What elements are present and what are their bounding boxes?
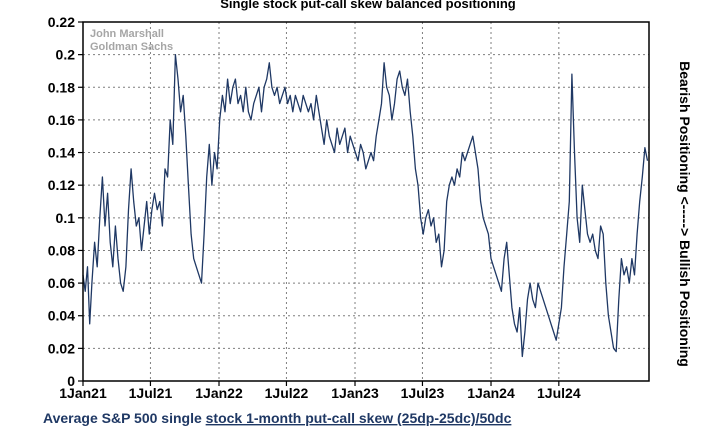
x-tick-label: 1Jan22: [195, 385, 243, 401]
x-axis: 1Jan21 1Jul21 1Jan22 1Jul22 1Jan23 1Jul23 1Jan…: [59, 381, 581, 401]
y-tick-label: 0.2: [56, 47, 76, 63]
y-tick-label: 0.22: [48, 14, 75, 30]
y-tick-label: 0: [67, 373, 75, 389]
x-tick-label: 1Jul21: [129, 385, 173, 401]
watermark-author: John Marshall: [90, 28, 164, 40]
x-axis-label-underlined: stock 1-month put-call skew (25dp-25dc)/…: [206, 410, 512, 426]
x-tick-label: 1Jul22: [265, 385, 309, 401]
y-tick-label: 0.16: [48, 112, 75, 128]
y-tick-label: 0.12: [48, 177, 75, 193]
y-tick-label: 0.18: [48, 79, 75, 95]
x-tick-label: 1Jan21: [59, 385, 107, 401]
y-tick-label: 0.08: [48, 242, 75, 258]
watermark-firm: Goldman Sachs: [90, 41, 173, 53]
x-tick-label: 1Jul23: [401, 385, 445, 401]
x-axis-label: Average S&P 500 single stock 1-month put…: [43, 410, 512, 426]
grid: [83, 22, 649, 381]
x-tick-label: 1Jan23: [331, 385, 379, 401]
y-tick-label: 0.14: [48, 145, 75, 161]
y-tick-label: 0.06: [48, 275, 75, 291]
plot-frame: [82, 21, 650, 382]
x-tick-label: 1Jul24: [537, 385, 581, 401]
y-tick-label: 0.1: [56, 210, 76, 226]
y-axis: 0 0.02 0.04 0.06 0.08 0.1 0.12 0.14 0.16 0.18 0.2 0…: [48, 14, 83, 389]
chart-title: Single stock put-call skew balanced posi…: [220, 0, 516, 11]
x-tick-label: 1Jan24: [467, 385, 515, 401]
series-line: [82, 53, 649, 358]
y-axis-label-right: Bearish Positioning <-----> Bullish Posi…: [677, 61, 693, 367]
y-tick-label: 0.02: [48, 340, 75, 356]
x-axis-label-prefix: Average S&P 500 single: [43, 410, 206, 426]
y-tick-label: 0.04: [48, 308, 75, 324]
